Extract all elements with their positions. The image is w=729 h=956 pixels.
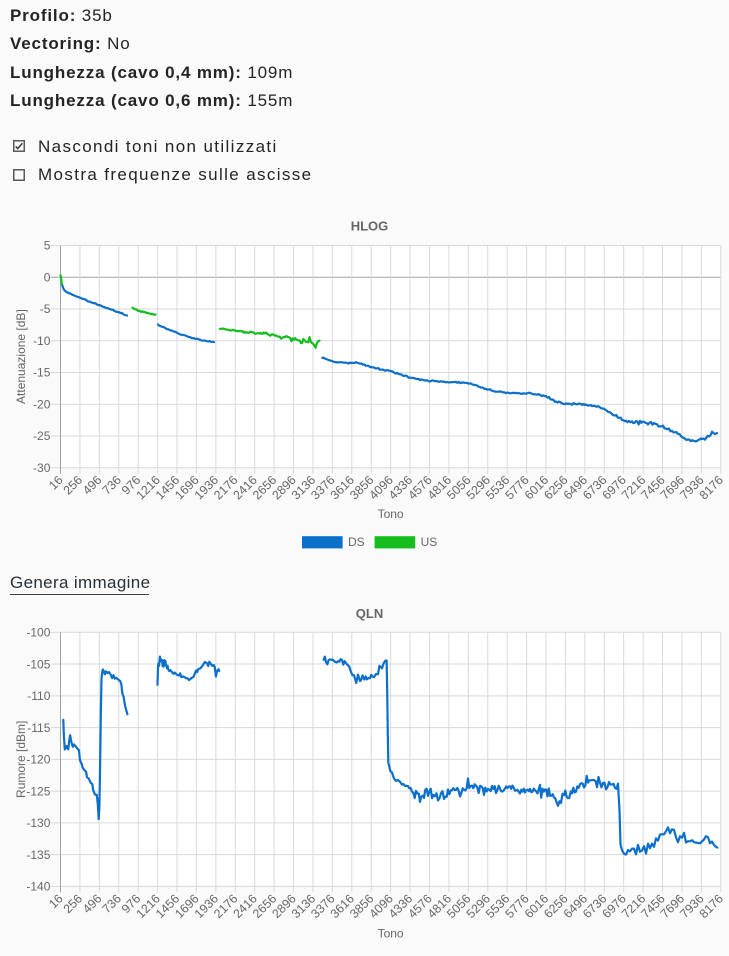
svg-text:-30: -30: [33, 461, 51, 475]
svg-text:-15: -15: [33, 366, 51, 380]
svg-text:-120: -120: [26, 753, 50, 767]
svg-text:Rumore [dBm]: Rumore [dBm]: [14, 721, 28, 798]
svg-text:-115: -115: [27, 721, 50, 735]
svg-text:-10: -10: [33, 334, 51, 348]
svg-text:Tono: Tono: [378, 507, 404, 521]
svg-text:DS: DS: [348, 535, 365, 549]
svg-text:-130: -130: [26, 816, 50, 830]
svg-text:US: US: [421, 535, 438, 549]
svg-text:-20: -20: [33, 397, 51, 411]
svg-text:HLOG: HLOG: [351, 219, 389, 234]
svg-text:QLN: QLN: [356, 606, 383, 621]
svg-text:Tono: Tono: [378, 926, 404, 940]
svg-text:-110: -110: [27, 689, 50, 703]
svg-text:-125: -125: [26, 784, 50, 798]
svg-text:-25: -25: [33, 429, 51, 443]
svg-text:-105: -105: [26, 657, 50, 671]
svg-text:-5: -5: [40, 302, 51, 316]
svg-text:-100: -100: [26, 626, 50, 640]
svg-text:5: 5: [44, 239, 51, 253]
svg-text:Attenuazione [dB]: Attenuazione [dB]: [14, 309, 28, 404]
svg-text:0: 0: [44, 270, 51, 284]
svg-text:-140: -140: [26, 880, 50, 894]
svg-text:-135: -135: [26, 848, 50, 862]
